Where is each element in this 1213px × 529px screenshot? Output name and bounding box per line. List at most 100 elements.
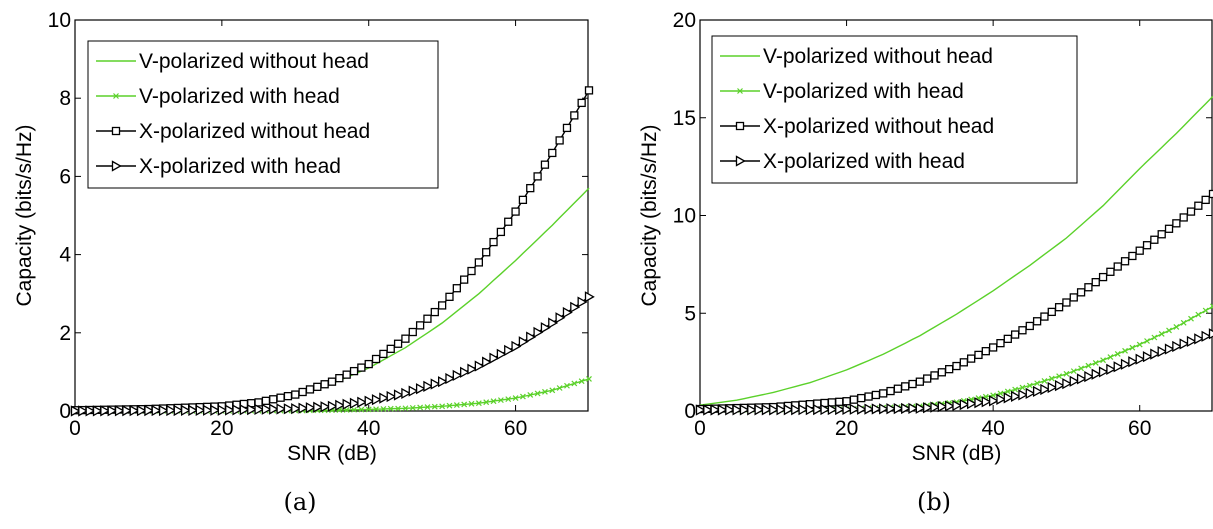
data-point (371, 394, 382, 406)
data-point (974, 397, 985, 409)
data-point (1135, 246, 1144, 255)
data-point (180, 404, 191, 417)
legend: V-polarized without head V-polarized with… (711, 35, 1078, 184)
data-point (232, 404, 243, 416)
legend-entry-4: X-polarized with head (720, 150, 965, 173)
data-point (210, 404, 221, 416)
y-tick-label: 10 (673, 205, 696, 228)
data-point (461, 401, 468, 408)
data-point (107, 405, 118, 417)
data-point (1186, 335, 1197, 348)
data-point (959, 398, 970, 411)
data-point (827, 403, 838, 416)
data-point (437, 301, 447, 310)
data-point (542, 388, 548, 395)
data-point (540, 160, 550, 169)
data-point (945, 365, 954, 374)
data-point (342, 370, 351, 379)
data-point (695, 404, 706, 416)
data-point (518, 336, 529, 348)
data-point (930, 401, 941, 413)
data-point (320, 380, 329, 389)
data-point (717, 404, 728, 416)
data-point (351, 406, 357, 413)
data-point (937, 401, 948, 413)
data-point (320, 401, 331, 413)
data-point (886, 386, 895, 396)
data-point (430, 378, 441, 390)
data-point (408, 327, 417, 337)
data-point (453, 402, 460, 408)
data-point (1164, 224, 1174, 233)
data-point (512, 395, 519, 402)
data-point (496, 348, 507, 360)
data-point (468, 400, 475, 407)
data-point (1062, 298, 1071, 307)
data-point (923, 374, 932, 383)
legend-box (711, 35, 1078, 184)
data-point (820, 403, 831, 416)
data-point (1194, 333, 1205, 345)
data-point (1092, 359, 1099, 366)
data-point (952, 361, 961, 371)
data-point (136, 405, 147, 417)
data-point (365, 406, 372, 413)
data-point (526, 183, 535, 193)
data-point (1122, 347, 1128, 354)
data-point (415, 383, 426, 395)
data-point (386, 390, 397, 403)
data-point (1047, 381, 1058, 394)
data-point (371, 354, 381, 364)
data-point (445, 372, 456, 385)
data-point (158, 404, 169, 417)
data-point (1018, 389, 1029, 401)
data-point (402, 405, 409, 412)
data-point (901, 402, 912, 415)
data-point (540, 322, 551, 334)
data-point (364, 359, 373, 369)
legend-label: V-polarized with head (139, 85, 340, 108)
data-point (923, 402, 934, 414)
data-point (313, 401, 324, 413)
data-point (798, 404, 809, 416)
data-point (747, 404, 758, 416)
data-point (489, 352, 500, 364)
data-point (1195, 311, 1202, 318)
data-point (166, 404, 177, 417)
x-tick-label: 0 (69, 417, 81, 440)
x-tick-label: 60 (504, 417, 527, 440)
data-point (467, 266, 476, 276)
data-point (1003, 334, 1012, 344)
legend-label: V-polarized without head (139, 50, 369, 73)
data-point (1173, 324, 1180, 330)
data-point (430, 307, 439, 317)
data-point (577, 98, 586, 108)
data-point (474, 360, 485, 372)
data-point (967, 354, 976, 363)
data-point (122, 405, 133, 417)
data-point (908, 379, 917, 389)
data-point (364, 395, 375, 407)
data-point (511, 340, 522, 353)
data-point (151, 404, 162, 417)
data-point (864, 392, 873, 401)
x-tick-label: 40 (357, 417, 380, 440)
data-point (335, 399, 346, 411)
data-point (1128, 251, 1137, 261)
data-point (1150, 235, 1159, 244)
data-point (813, 403, 824, 416)
data-point (527, 392, 534, 398)
legend-marker (111, 126, 121, 136)
data-point (1004, 388, 1011, 395)
data-point (1135, 353, 1146, 365)
data-point (1208, 189, 1213, 199)
data-point (586, 376, 592, 382)
x-axis-label: SNR (dB) (912, 442, 1002, 465)
data-point (379, 392, 390, 404)
data-point (379, 349, 388, 359)
data-point (393, 339, 403, 348)
y-tick-label: 0 (59, 400, 71, 423)
data-point (298, 402, 309, 414)
y-tick-label: 4 (59, 244, 71, 267)
data-point (1084, 370, 1095, 383)
